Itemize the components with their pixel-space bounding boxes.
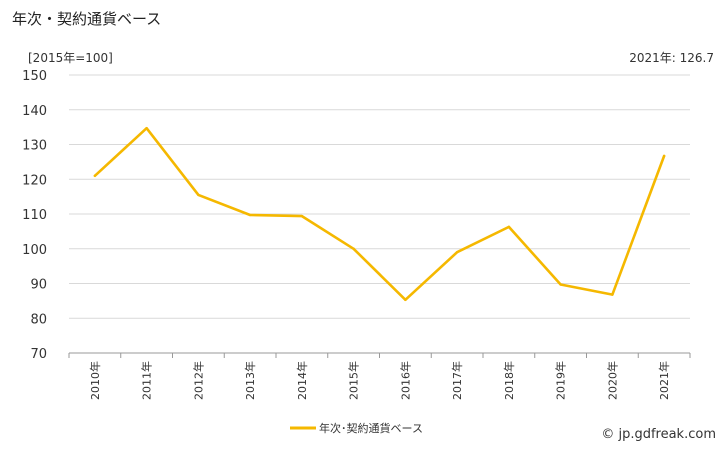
data-point — [300, 214, 304, 218]
data-point — [662, 154, 666, 158]
data-point — [248, 213, 252, 217]
x-tick-label: 2015年 — [347, 361, 361, 400]
data-point — [352, 247, 355, 250]
x-tick-label: 2018年 — [502, 361, 516, 400]
y-tick-label: 90 — [30, 278, 47, 293]
x-tick-label: 2014年 — [295, 361, 309, 400]
y-tick-label: 80 — [30, 312, 47, 327]
y-tick-label: 70 — [30, 347, 47, 362]
latest-value: 126.7 — [679, 51, 714, 65]
data-point — [507, 225, 511, 229]
y-tick-label: 140 — [22, 104, 47, 119]
series-line-0 — [93, 126, 666, 302]
x-tick-label: 2021年 — [657, 361, 671, 400]
data-point — [611, 293, 614, 296]
x-tick-labels: 2010年 2011年 2012年 2013年 2014年 2015年 2016年 2017年… — [88, 361, 671, 400]
series-lines — [93, 126, 666, 302]
x-tick-label: 2020年 — [605, 361, 619, 400]
latest-year-label: 2021年: — [629, 51, 676, 65]
legend-label: 年次･契約通貨ベース — [319, 421, 423, 435]
y-tick-label: 150 — [22, 69, 47, 84]
y-tick-label: 130 — [22, 139, 47, 154]
unit-label: [2015年=100] — [28, 51, 113, 65]
latest-value-readout: 2021年: 126.7 — [629, 49, 714, 66]
y-tick-label: 110 — [22, 208, 47, 223]
x-tick-label: 2011年 — [140, 361, 154, 400]
x-tick-label: 2010年 — [88, 361, 102, 400]
data-point — [404, 298, 407, 302]
x-tick-label: 2017年 — [450, 361, 464, 400]
data-point — [93, 174, 97, 177]
y-tick-label: 100 — [22, 243, 47, 258]
data-point — [197, 193, 200, 197]
y-tick-label: 120 — [22, 173, 47, 188]
data-point — [559, 283, 562, 286]
data-point — [455, 251, 459, 254]
x-tick-label: 2019年 — [554, 361, 568, 400]
axes — [68, 352, 691, 358]
chart-title: 年次・契約通貨ベース — [12, 10, 162, 28]
y-tick-labels: 70 80 90 100 110 120 130 140 150 — [22, 69, 47, 362]
x-tick-label: 2016年 — [398, 361, 412, 400]
x-tick-label: 2013年 — [243, 361, 257, 400]
x-tick-label: 2012年 — [191, 361, 205, 400]
legend: 年次･契約通貨ベース — [290, 421, 423, 435]
data-point — [145, 126, 148, 130]
grid-lines — [69, 74, 690, 319]
source-credit: © jp.gdfreak.com — [601, 427, 716, 442]
